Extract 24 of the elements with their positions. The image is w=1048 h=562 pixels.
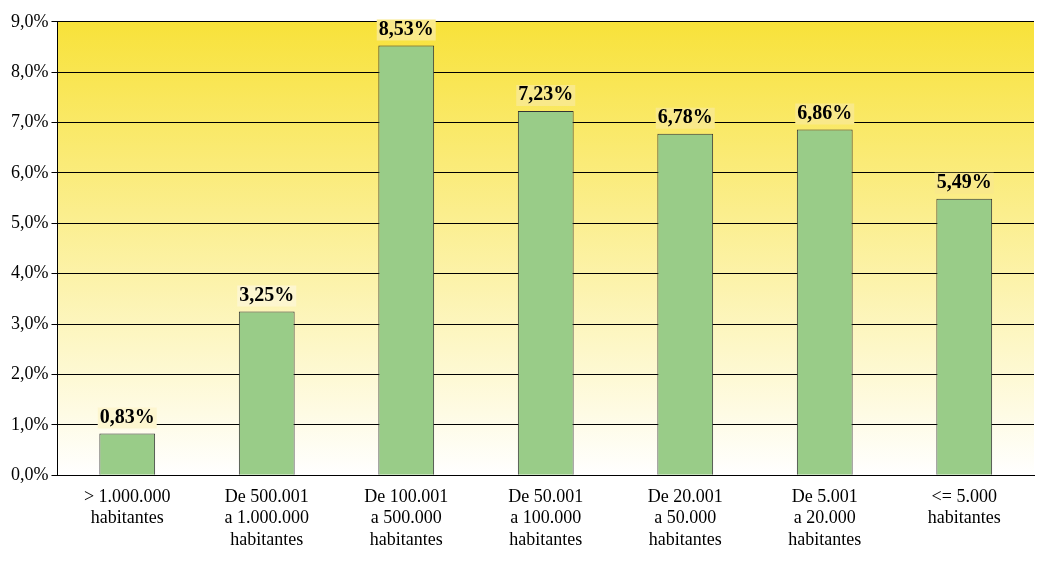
x-tick-label: <= 5.000 habitantes (927, 485, 1001, 528)
x-tick-label: > 1.000.000 habitantes (83, 485, 171, 528)
data-label: 0,83% (99, 404, 155, 427)
y-tick-label: 3,0% (10, 312, 49, 333)
y-tick-label: 5,0% (10, 212, 49, 233)
data-label: 5,49% (936, 169, 992, 192)
x-tick-label: De 5.001 a 20.000 habitantes (788, 485, 862, 549)
data-label: 3,25% (239, 282, 295, 305)
y-tick-label: 6,0% (10, 161, 49, 182)
y-tick-label: 2,0% (10, 363, 49, 384)
x-tick-label: De 20.001 a 50.000 habitantes (647, 485, 723, 549)
x-tick-label: De 100.001 a 500.000 habitantes (364, 485, 449, 549)
x-tick-label: De 50.001 a 100.000 habitantes (508, 485, 584, 549)
y-tick-label: 8,0% (10, 60, 49, 81)
y-tick-label: 9,0% (10, 10, 49, 31)
data-label: 8,53% (378, 16, 434, 39)
y-tick-label: 1,0% (10, 413, 49, 434)
data-label: 7,23% (518, 82, 574, 105)
data-label: 6,78% (657, 104, 713, 127)
data-label: 6,86% (797, 100, 853, 123)
y-tick-label: 7,0% (10, 111, 49, 132)
x-tick-label: De 500.001 a 1.000.000 habitantes (224, 485, 309, 549)
y-tick-label: 4,0% (10, 262, 49, 283)
y-tick-label: 0,0% (10, 463, 49, 484)
